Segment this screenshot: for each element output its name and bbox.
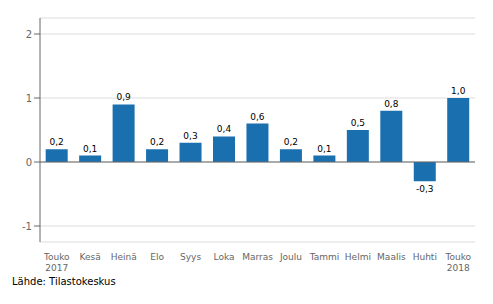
svg-text:-0,3: -0,3 [416, 184, 434, 194]
svg-text:Tammi: Tammi [309, 252, 340, 262]
svg-text:0,3: 0,3 [183, 131, 197, 141]
svg-text:1,0: 1,0 [451, 86, 466, 96]
svg-text:0: 0 [26, 157, 32, 168]
svg-text:Maalis: Maalis [377, 252, 406, 262]
svg-text:Touko2018: Touko2018 [444, 252, 471, 273]
svg-text:1: 1 [26, 93, 32, 104]
svg-text:Marras: Marras [242, 252, 273, 262]
svg-text:Kesä: Kesä [80, 252, 101, 262]
svg-text:0,8: 0,8 [384, 99, 399, 109]
html-text:Lähde: Tilastokeskus: Lähde: Tilastokeskus [12, 276, 116, 287]
svg-text:Elo: Elo [150, 252, 164, 262]
svg-text:Syys: Syys [180, 252, 201, 262]
svg-text:Touko2017: Touko2017 [43, 252, 70, 273]
svg-text:0,4: 0,4 [217, 124, 232, 134]
svg-text:Joulu: Joulu [279, 252, 302, 262]
svg-text:0,2: 0,2 [150, 137, 164, 147]
svg-text:Heinä: Heinä [111, 252, 137, 262]
svg-text:0,2: 0,2 [284, 137, 298, 147]
svg-text:0,1: 0,1 [317, 144, 331, 154]
svg-text:0,6: 0,6 [250, 112, 265, 122]
svg-text:2: 2 [26, 29, 32, 40]
svg-text:0,5: 0,5 [351, 118, 365, 128]
svg-text:-1: -1 [22, 221, 32, 232]
svg-text:Helmi: Helmi [345, 252, 371, 262]
svg-text:0,9: 0,9 [116, 92, 131, 102]
svg-text:0,2: 0,2 [50, 137, 64, 147]
svg-text:Loka: Loka [214, 252, 235, 262]
svg-text:Huhti: Huhti [413, 252, 437, 262]
svg-text:0,1: 0,1 [83, 144, 97, 154]
